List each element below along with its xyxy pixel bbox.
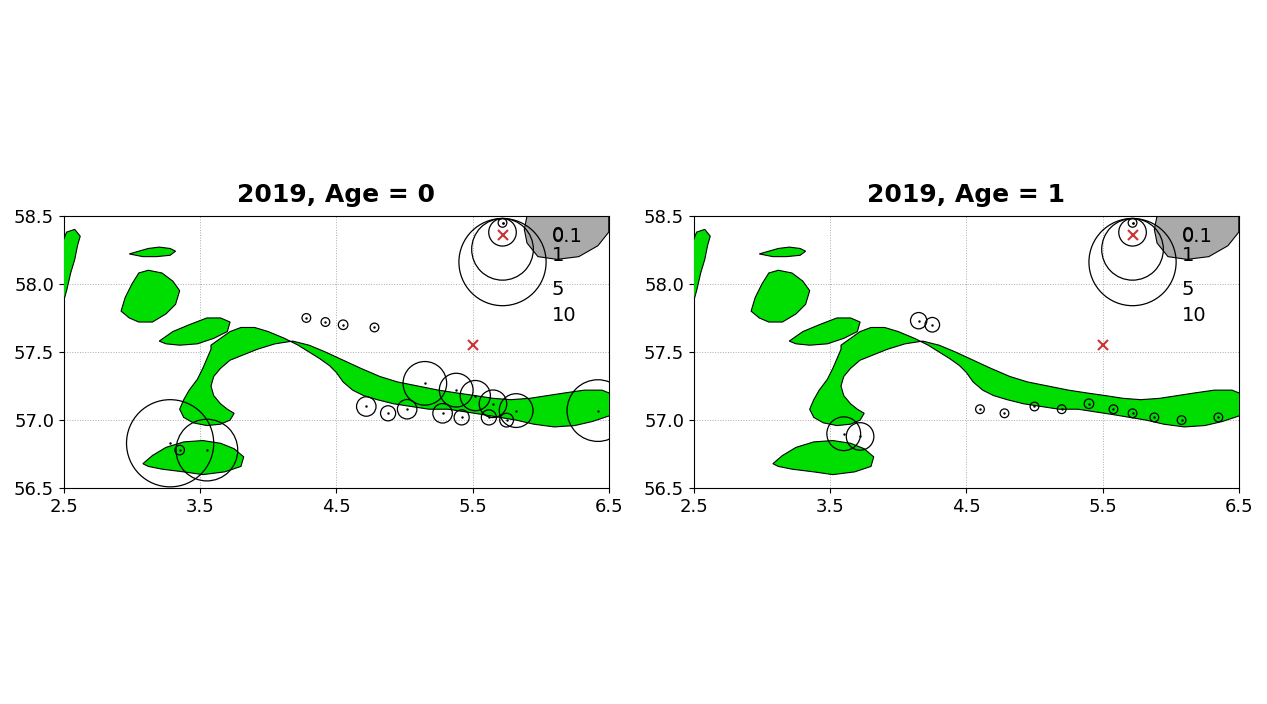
Text: 0: 0 — [551, 226, 564, 245]
Title: 2019, Age = 0: 2019, Age = 0 — [237, 183, 436, 207]
Text: 0.1: 0.1 — [1182, 227, 1213, 246]
Polygon shape — [143, 441, 243, 474]
Text: 0.1: 0.1 — [551, 227, 583, 246]
Polygon shape — [789, 318, 860, 345]
Polygon shape — [180, 327, 620, 427]
Polygon shape — [688, 230, 711, 300]
Text: 5: 5 — [551, 280, 564, 299]
Text: 5: 5 — [1182, 280, 1194, 299]
Polygon shape — [751, 270, 810, 322]
Text: 0: 0 — [1182, 226, 1194, 245]
Text: 1: 1 — [551, 246, 564, 265]
Polygon shape — [122, 270, 180, 322]
Polygon shape — [759, 247, 806, 257]
Polygon shape — [58, 230, 80, 300]
Polygon shape — [1154, 215, 1239, 259]
Text: 10: 10 — [1182, 306, 1206, 325]
Polygon shape — [525, 215, 608, 259]
Text: 1: 1 — [1182, 246, 1194, 265]
Title: 2019, Age = 1: 2019, Age = 1 — [868, 183, 1066, 207]
Polygon shape — [129, 247, 176, 257]
Polygon shape — [810, 327, 1249, 427]
Polygon shape — [160, 318, 231, 345]
Polygon shape — [773, 441, 874, 474]
Text: 10: 10 — [551, 306, 576, 325]
